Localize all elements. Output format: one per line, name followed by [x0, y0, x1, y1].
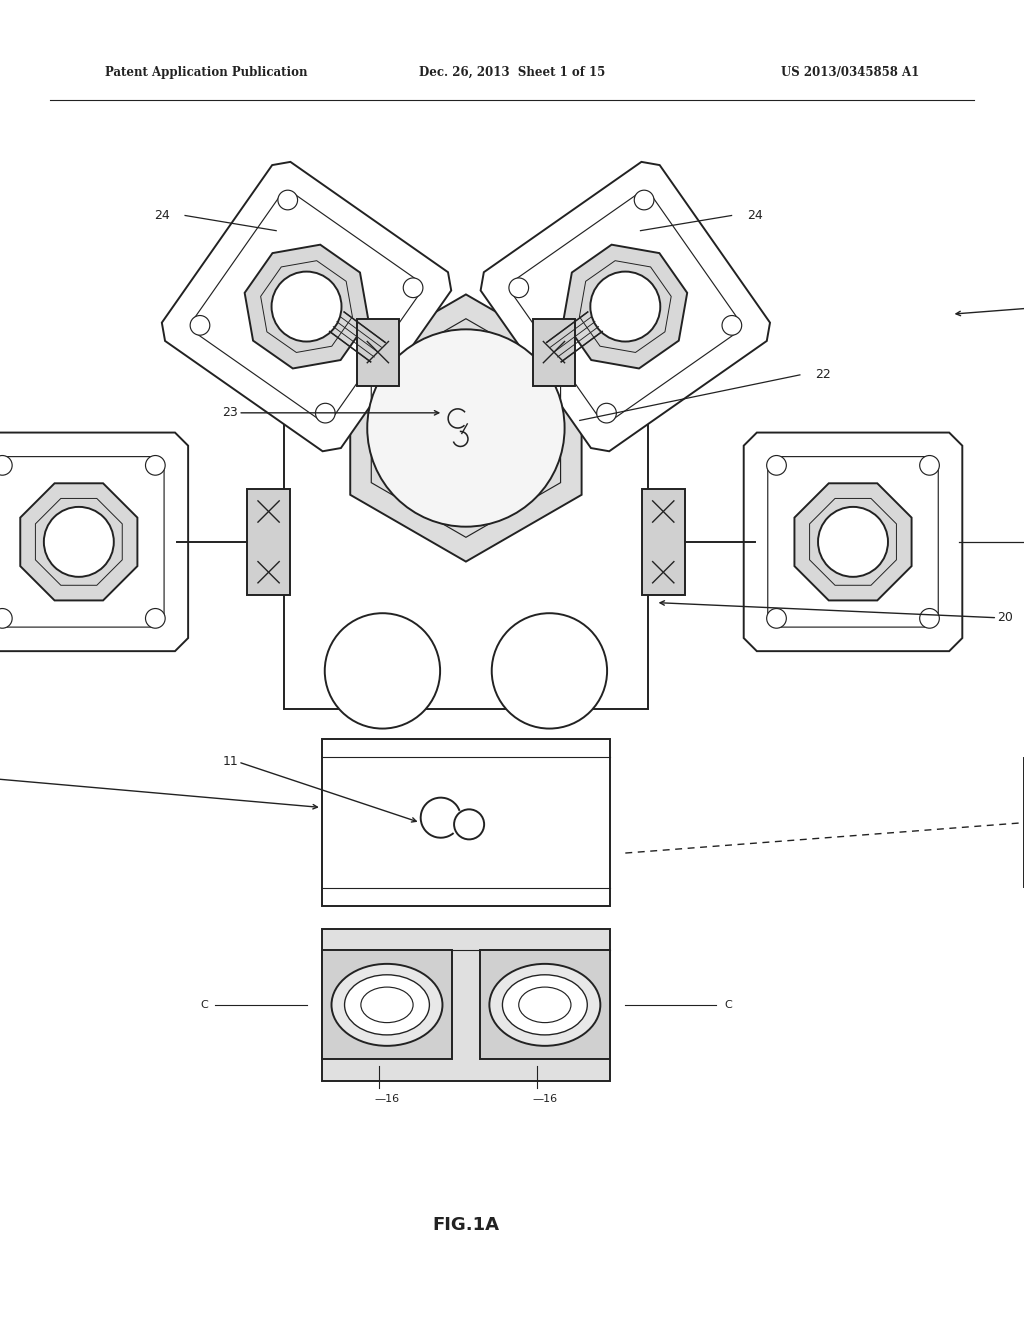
Polygon shape	[563, 244, 687, 368]
Text: —16: —16	[532, 1094, 557, 1104]
Polygon shape	[743, 433, 963, 651]
Bar	[532, 318, 575, 385]
Circle shape	[271, 272, 342, 342]
Bar	[322, 950, 453, 1060]
Polygon shape	[350, 294, 582, 561]
Circle shape	[722, 315, 741, 335]
Circle shape	[315, 404, 335, 422]
Text: Dec. 26, 2013  Sheet 1 of 15: Dec. 26, 2013 Sheet 1 of 15	[419, 66, 605, 78]
Ellipse shape	[332, 964, 442, 1045]
Circle shape	[190, 315, 210, 335]
Text: 23: 23	[222, 407, 239, 420]
Polygon shape	[0, 433, 188, 651]
Text: 24: 24	[746, 209, 763, 222]
Circle shape	[818, 507, 888, 577]
Text: Patent Application Publication: Patent Application Publication	[105, 66, 307, 78]
Bar	[479, 950, 610, 1060]
Circle shape	[0, 455, 12, 475]
Circle shape	[509, 279, 528, 297]
Circle shape	[44, 507, 114, 577]
Text: 24: 24	[155, 209, 170, 222]
Text: C: C	[724, 999, 732, 1010]
Ellipse shape	[360, 987, 413, 1023]
Text: US 2013/0345858 A1: US 2013/0345858 A1	[780, 66, 919, 78]
Bar	[284, 375, 648, 709]
Text: FIG.1A: FIG.1A	[432, 1216, 500, 1234]
Circle shape	[403, 279, 423, 297]
Text: 20: 20	[997, 611, 1013, 624]
Circle shape	[0, 609, 12, 628]
Polygon shape	[162, 162, 452, 451]
Bar	[322, 929, 610, 1081]
Circle shape	[920, 609, 939, 628]
Polygon shape	[480, 162, 770, 451]
Bar	[356, 318, 399, 385]
Polygon shape	[245, 244, 369, 368]
Ellipse shape	[519, 987, 571, 1023]
Circle shape	[492, 614, 607, 729]
Bar	[322, 739, 610, 906]
Circle shape	[597, 404, 616, 422]
Polygon shape	[795, 483, 911, 601]
Ellipse shape	[503, 974, 588, 1035]
Ellipse shape	[489, 964, 600, 1045]
Circle shape	[920, 455, 939, 475]
Text: C: C	[200, 999, 208, 1010]
Circle shape	[145, 609, 165, 628]
Bar	[248, 488, 290, 595]
Circle shape	[368, 330, 564, 527]
Text: —16: —16	[375, 1094, 399, 1104]
Circle shape	[767, 455, 786, 475]
Circle shape	[767, 609, 786, 628]
Bar	[642, 488, 684, 595]
Circle shape	[325, 614, 440, 729]
Ellipse shape	[344, 974, 429, 1035]
Polygon shape	[20, 483, 137, 601]
Circle shape	[145, 455, 165, 475]
Text: 22: 22	[815, 368, 830, 381]
Circle shape	[634, 190, 654, 210]
Circle shape	[278, 190, 298, 210]
Circle shape	[590, 272, 660, 342]
Text: 11: 11	[222, 755, 239, 768]
